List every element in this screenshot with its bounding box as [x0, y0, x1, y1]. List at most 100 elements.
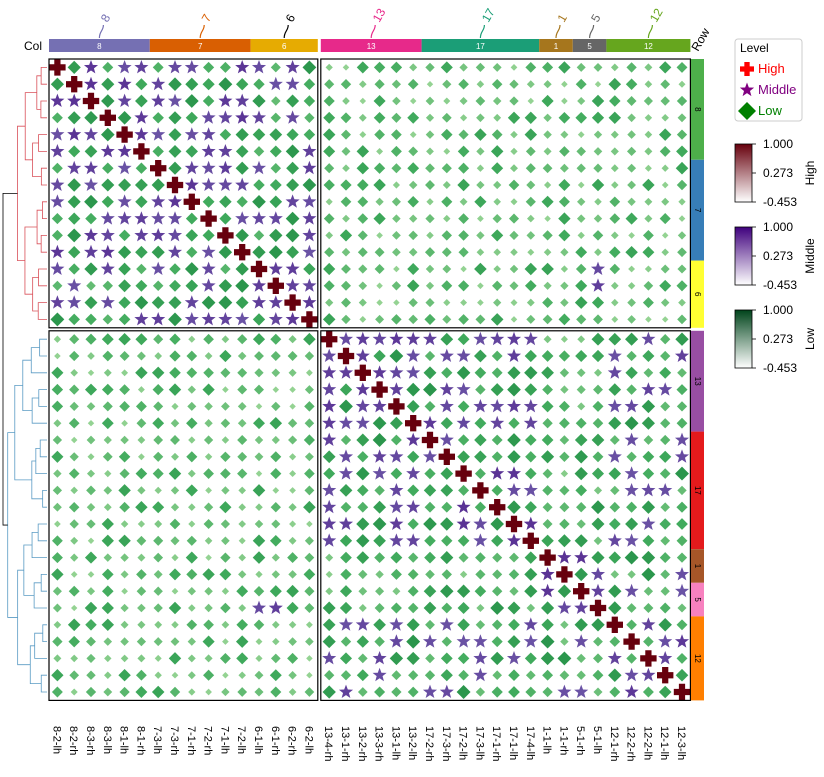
- cell-6-1-rh-13-3-rh: [376, 282, 383, 290]
- cell-17-1-rh-8-3-rh: [86, 502, 96, 512]
- cell-8-1-lh-8-1-rh: [134, 127, 149, 141]
- col-label-1-1-rh: 1-1-rh: [557, 726, 569, 755]
- cell-6-2-rh-7-2-rh: [201, 295, 216, 310]
- cell-13-2-lh-17-3-rh: [440, 417, 453, 430]
- cell-7-2-lh-8-1-lh: [117, 245, 132, 259]
- cell-17-1-rh-13-1-rh: [340, 501, 352, 513]
- cell-8-2-rh-12-2-lh: [644, 80, 653, 89]
- cell-13-3-rh-6-1-rh: [272, 386, 280, 393]
- cell-6-2-rh-12-2-rh: [627, 298, 636, 307]
- cell-8-2-lh-6-2-lh: [302, 60, 317, 75]
- cell-6-1-rh-13-1-rh: [340, 280, 352, 291]
- cell-7-3-lh-5-1-lh: [593, 163, 603, 173]
- col-label-17-2-lh: 17-2-lh: [457, 726, 469, 760]
- cell-8-3-rh-7-1-lh: [218, 93, 233, 107]
- dendro-branch: [37, 302, 47, 320]
- cell-8-1-rh-7-3-lh: [152, 145, 164, 158]
- cell-6-1-rh-13-2-lh: [406, 279, 420, 293]
- cell-6-2-lh-12-1-rh: [611, 315, 619, 323]
- cell-1-1-lh-12-3-lh: [676, 552, 688, 563]
- cell-17-1-rh-8-2-rh: [68, 501, 80, 513]
- cell-5-1-rh-6-1-rh: [269, 585, 282, 598]
- cell-7-1-rh-7-3-rh: [167, 194, 183, 208]
- cell-12-1-lh-7-2-lh: [238, 671, 246, 679]
- row-group-label-6: 6: [693, 292, 702, 297]
- cell-5-1-lh-6-2-lh: [304, 603, 315, 613]
- cell-8-3-rh-6-2-rh: [286, 94, 300, 108]
- cell-7-2-lh-13-1-rh: [341, 247, 351, 257]
- cell-5-1-rh-12-2-rh: [624, 583, 639, 598]
- cell-7-3-lh-7-3-lh: [150, 160, 167, 177]
- cell-12-1-rh-12-1-lh: [658, 618, 672, 632]
- cell-6-1-rh-8-2-lh: [52, 280, 63, 291]
- cell-17-4-lh-6-2-lh: [304, 536, 314, 546]
- cell-6-1-lh-8-1-lh: [118, 262, 131, 276]
- cell-1-1-rh-13-4-rh: [325, 570, 333, 578]
- cell-5-1-rh-13-4-rh: [325, 587, 334, 596]
- cell-7-1-lh-13-1-rh: [339, 229, 353, 242]
- cell-7-3-rh-7-3-rh: [166, 176, 184, 194]
- cell-12-1-rh-8-3-rh: [85, 619, 97, 631]
- cell-6-1-lh-17-1-lh: [509, 264, 519, 274]
- cell-12-3-lh-12-2-rh: [624, 684, 639, 698]
- cell-7-3-lh-5-1-rh: [576, 163, 586, 173]
- cell-1-1-rh-6-2-lh: [303, 568, 316, 581]
- cell-12-3-lh-13-2-lh: [407, 686, 419, 698]
- cell-5-1-lh-17-2-rh: [423, 601, 437, 615]
- cell-7-3-rh-6-2-lh: [302, 178, 317, 192]
- cell-6-2-rh-1-1-rh: [560, 298, 569, 307]
- cell-13-2-rh-7-3-lh: [151, 366, 165, 380]
- cell-8-1-lh-5-1-lh: [593, 130, 603, 139]
- cell-6-2-lh-17-3-lh: [475, 314, 486, 325]
- col-group-title-1: 1: [554, 11, 570, 24]
- dendro-branch: [36, 209, 43, 245]
- cell-7-3-rh-12-1-lh: [661, 181, 669, 189]
- cell-12-1-lh-17-1-lh: [508, 669, 520, 681]
- cell-8-2-rh-12-2-rh: [625, 78, 638, 90]
- dendro-branch: [14, 385, 32, 481]
- dendro-branch: [35, 448, 47, 474]
- cell-13-1-lh-8-2-lh: [51, 400, 64, 413]
- cell-5-1-lh-13-2-rh: [358, 604, 367, 612]
- cell-17-2-lh-12-3-lh: [675, 466, 689, 481]
- cell-8-3-rh-5-1-rh: [577, 96, 586, 106]
- cell-17-3-lh-8-3-lh: [103, 486, 113, 495]
- cell-8-2-lh-12-2-lh: [644, 63, 653, 72]
- cell-8-1-rh-5-1-lh: [593, 147, 603, 156]
- cell-13-1-lh-17-3-rh: [439, 399, 454, 413]
- cell-1-1-rh-8-2-lh: [51, 568, 64, 581]
- cell-17-4-lh-8-3-lh: [101, 534, 114, 547]
- cell-12-1-rh-5-1-lh: [591, 618, 605, 632]
- cell-13-1-lh-7-1-rh: [187, 401, 197, 411]
- cell-6-1-lh-13-1-lh: [393, 265, 400, 273]
- cell-17-2-rh-17-3-rh: [439, 432, 454, 446]
- cell-8-3-rh-7-1-rh: [184, 94, 199, 108]
- row-group-13: [691, 330, 704, 432]
- level-legend-label-high: High: [758, 61, 785, 76]
- cell-7-2-rh-8-1-lh: [117, 211, 132, 225]
- cell-7-1-lh-6-2-rh: [285, 228, 300, 243]
- column-labels: 8-2-lh 8-2-rh 8-3-rh 8-3-lh 8-1-lh 8-1-rh 7-3-…: [50, 726, 687, 761]
- cell-6-2-lh-13-1-rh: [341, 314, 351, 325]
- cell-8-3-lh-13-1-lh: [391, 112, 402, 123]
- cell-13-1-rh-8-3-rh: [87, 352, 95, 360]
- cell-17-2-rh-12-3-lh: [674, 432, 690, 446]
- cell-7-3-rh-1-1-lh: [544, 181, 552, 189]
- cell-13-1-lh-7-1-lh: [220, 401, 230, 411]
- cell-7-1-rh-13-2-rh: [357, 196, 369, 208]
- cell-13-3-rh-17-1-lh: [507, 382, 521, 397]
- cell-17-2-lh-7-1-lh: [220, 468, 231, 479]
- cell-12-1-lh-7-1-lh: [222, 671, 229, 679]
- cell-1-1-rh-7-2-rh: [202, 568, 215, 581]
- cell-7-1-lh-8-1-rh: [134, 228, 149, 242]
- cell-13-3-rh-8-2-lh: [51, 383, 64, 396]
- cell-17-3-lh-8-1-rh: [137, 486, 146, 495]
- dendro-branch: [31, 532, 47, 558]
- cell-7-1-rh-7-1-lh: [219, 195, 232, 209]
- cell-7-2-rh-5-1-rh: [576, 214, 586, 223]
- cell-6-1-rh-1-1-rh: [560, 281, 569, 290]
- cell-1-1-rh-12-3-lh: [674, 567, 690, 581]
- cell-8-2-rh-12-1-lh: [660, 79, 671, 90]
- cell-17-4-lh-13-4-rh: [322, 533, 337, 547]
- cell-13-1-rh-12-1-rh: [607, 348, 622, 362]
